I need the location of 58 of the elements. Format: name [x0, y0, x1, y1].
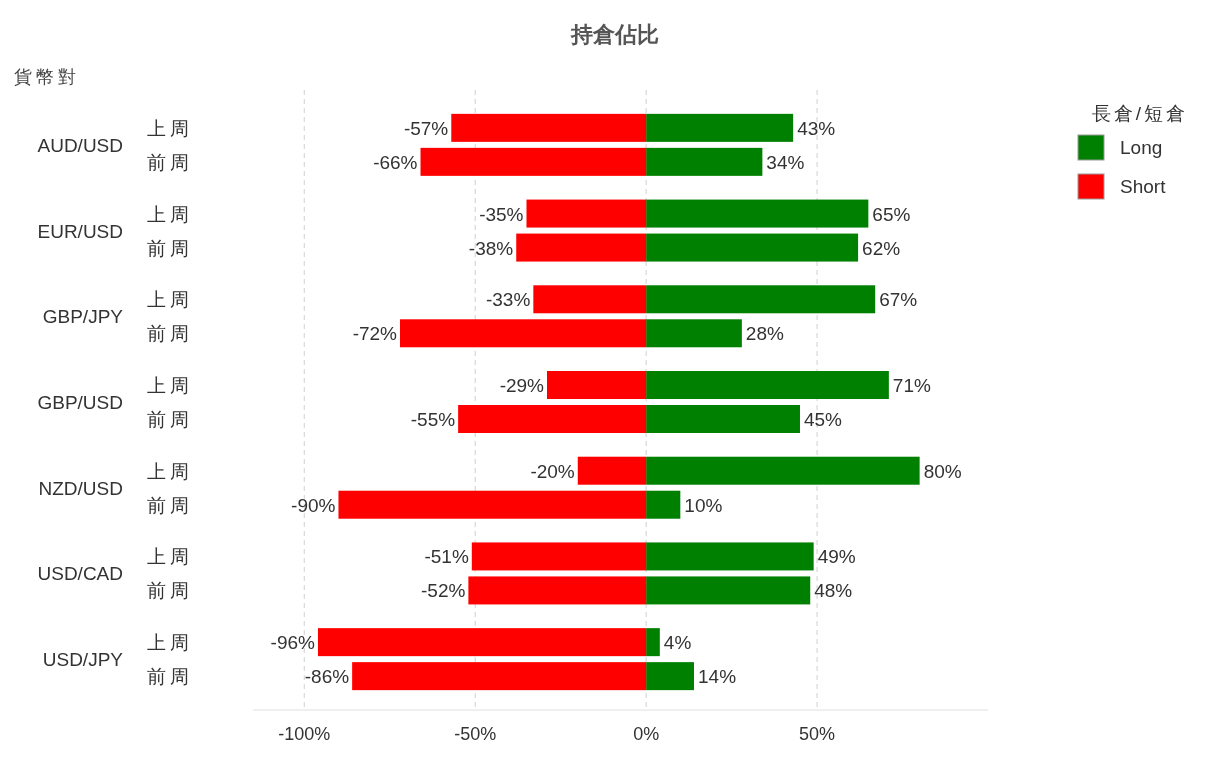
data-label: -57%	[403, 117, 449, 139]
data-label: 14%	[698, 666, 737, 688]
y-tick-label: 上周	[147, 289, 193, 311]
x-tick-label: 50%	[799, 724, 836, 744]
data-label: -52%	[421, 580, 466, 602]
legend-title: 長倉/短倉	[1091, 103, 1189, 124]
data-label: 10%	[684, 494, 723, 516]
data-label: -35%	[479, 203, 524, 225]
y-tick-label: 前周	[147, 237, 193, 259]
data-label: 34%	[766, 151, 805, 173]
data-label: 4%	[663, 632, 692, 654]
y-tick-label: 前周	[147, 494, 193, 516]
data-label: 49%	[817, 546, 856, 568]
data-label: -20%	[530, 460, 575, 482]
y-tick-label: 上周	[147, 546, 193, 568]
data-label: -66%	[373, 151, 418, 173]
x-tick-label: -50%	[454, 724, 497, 744]
data-label: 28%	[745, 323, 784, 345]
data-label: -51%	[424, 546, 469, 568]
legend-label: Short	[1120, 176, 1167, 197]
data-label: -90%	[291, 494, 336, 516]
chart-title: 持倉佔比	[570, 22, 659, 47]
data-label: 80%	[923, 460, 962, 482]
data-label: -72%	[352, 323, 398, 345]
y-tick-label: 上周	[147, 375, 193, 396]
text: USD/CAD	[37, 563, 123, 585]
text: GBP/USD	[37, 392, 123, 413]
data-label: -96%	[270, 632, 316, 654]
x-tick-label: -100%	[278, 724, 331, 744]
data-label: 65%	[872, 203, 911, 225]
text: EUR/USD	[37, 220, 123, 242]
data-label: 67%	[879, 289, 918, 311]
y-tick-label: 上周	[147, 203, 193, 225]
data-label: 43%	[797, 117, 836, 139]
data-label: 48%	[814, 580, 853, 602]
y-tick-label: 前周	[147, 409, 193, 430]
data-label: 62%	[862, 237, 901, 259]
y-tick-label: 前周	[147, 323, 193, 345]
text: NZD/USD	[38, 477, 123, 499]
y-tick-label: 前周	[147, 151, 193, 173]
data-label: -29%	[499, 375, 545, 396]
y-tick-label: 上周	[147, 460, 193, 482]
text: AUD/USD	[37, 134, 123, 156]
data-label: -55%	[410, 409, 456, 430]
data-label: -33%	[485, 289, 531, 311]
data-label: 45%	[803, 409, 843, 430]
y-axis-title: 貨幣對	[14, 67, 80, 87]
data-label: 71%	[892, 375, 931, 396]
y-tick-label: 上周	[147, 632, 193, 654]
text: USD/JPY	[42, 649, 124, 671]
text: GBP/JPY	[42, 306, 124, 328]
legend-label: Long	[1120, 137, 1163, 158]
x-tick-label: 0%	[633, 724, 660, 744]
y-tick-label: 上周	[147, 117, 193, 139]
y-tick-label: 前周	[147, 666, 193, 688]
data-label: -38%	[468, 237, 514, 259]
data-label: -86%	[304, 666, 350, 688]
y-tick-label: 前周	[147, 580, 193, 602]
